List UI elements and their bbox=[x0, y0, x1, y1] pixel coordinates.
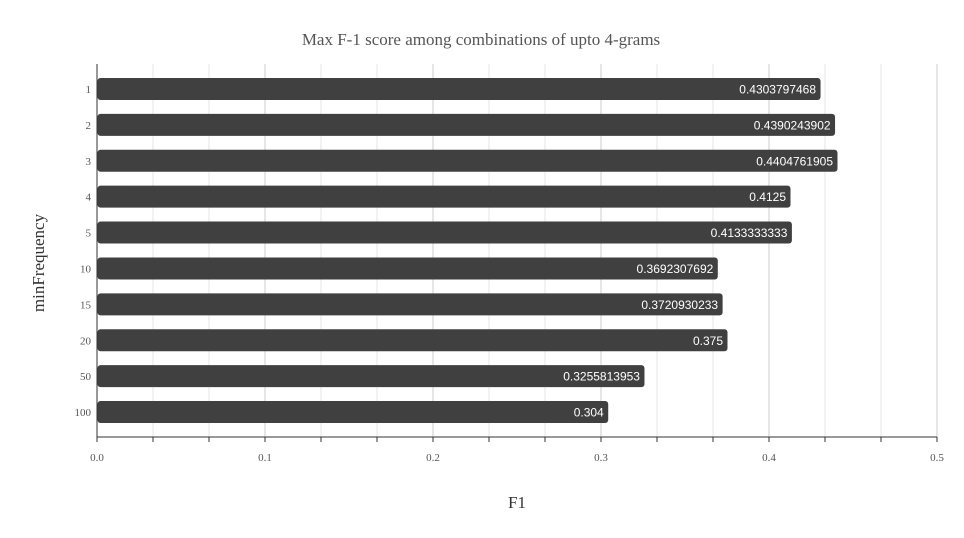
axes bbox=[96, 64, 938, 442]
y-tick-label: 15 bbox=[80, 299, 92, 311]
bar-value-label: 0.4303797468 bbox=[739, 82, 816, 96]
x-tick-label: 0.2 bbox=[426, 452, 440, 464]
y-tick-label: 3 bbox=[86, 156, 92, 168]
x-tick-label: 0.4 bbox=[762, 452, 776, 464]
x-tick-label: 0.3 bbox=[594, 452, 608, 464]
y-tick-label: 2 bbox=[86, 120, 92, 132]
y-tick-labels: 1 2 3 4 5 10 15 20 50 100 bbox=[75, 84, 92, 419]
bar-value-label: 0.3255813953 bbox=[563, 370, 640, 384]
x-tick-label: 0.5 bbox=[930, 452, 944, 464]
y-tick-label: 10 bbox=[80, 263, 92, 275]
bars: 0.4303797468 0.4390243902 0.4404761905 0.41… bbox=[97, 77, 838, 424]
y-tick-label: 1 bbox=[86, 84, 92, 96]
bar-value-label: 0.4125 bbox=[749, 190, 786, 204]
y-tick-label: 50 bbox=[80, 371, 92, 383]
bar bbox=[97, 149, 838, 172]
bar-value-label: 0.3720930233 bbox=[641, 298, 718, 312]
x-tick-labels: 0.0 0.1 0.2 0.3 0.4 0.5 bbox=[90, 452, 944, 464]
bar bbox=[97, 293, 723, 316]
y-tick-label: 100 bbox=[75, 407, 92, 419]
bar bbox=[97, 401, 609, 424]
bar bbox=[97, 365, 645, 388]
bar bbox=[97, 329, 728, 352]
bar-value-label: 0.304 bbox=[574, 406, 604, 420]
bar-value-label: 0.4133333333 bbox=[711, 226, 788, 240]
bar-value-label: 0.4390243902 bbox=[754, 118, 831, 132]
chart-title: Max F-1 score among combinations of upto… bbox=[302, 30, 660, 49]
bar-value-label: 0.3692307692 bbox=[637, 262, 714, 276]
bar bbox=[97, 113, 836, 136]
bar bbox=[97, 77, 821, 100]
y-tick-label: 5 bbox=[86, 228, 92, 240]
x-tick-label: 0.0 bbox=[90, 452, 104, 464]
x-axis-title: F1 bbox=[508, 493, 526, 512]
y-tick-label: 20 bbox=[80, 335, 92, 347]
y-axis-title: minFrequency bbox=[29, 213, 48, 312]
x-tick-label: 0.1 bbox=[258, 452, 272, 464]
bar bbox=[97, 185, 791, 208]
bar-value-label: 0.375 bbox=[693, 334, 723, 348]
bar-value-label: 0.4404761905 bbox=[756, 154, 833, 168]
bar bbox=[97, 221, 792, 244]
bar bbox=[97, 257, 718, 280]
y-tick-label: 4 bbox=[86, 192, 92, 204]
